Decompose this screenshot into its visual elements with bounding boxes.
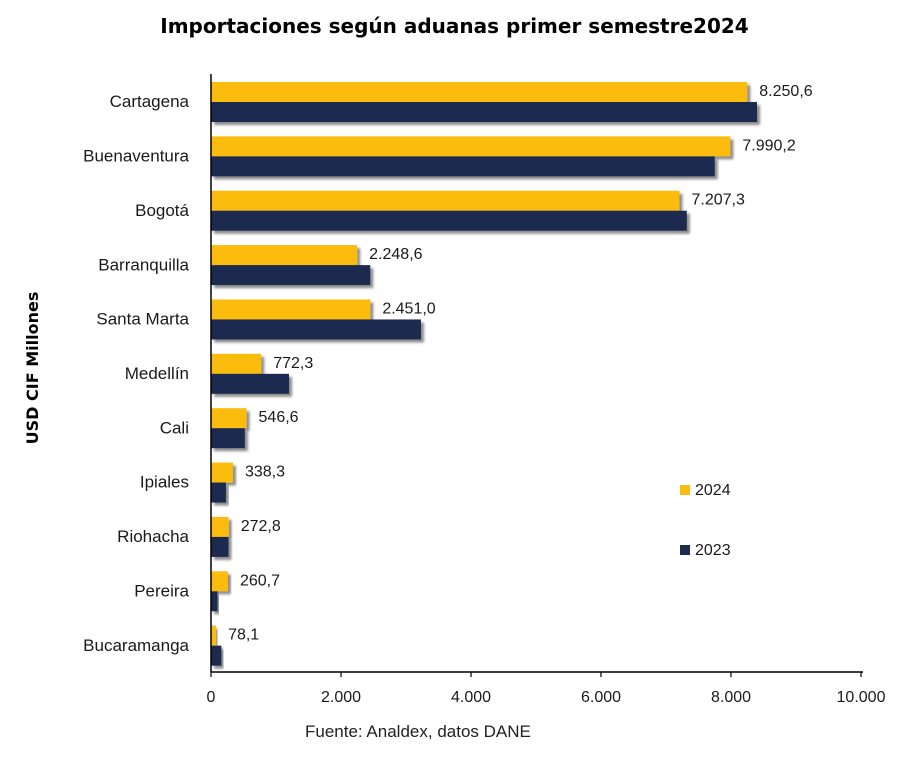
category-label: Cartagena (110, 92, 190, 111)
source-note: Fuente: Analdex, datos DANE (305, 722, 531, 741)
data-label-2024: 78,1 (228, 627, 259, 644)
bar-2024-buenaventura (211, 136, 731, 157)
bar-2024-bogotá (211, 190, 680, 211)
y-axis-label: USD CIF Millones (23, 292, 42, 445)
data-label-2024: 2.248,6 (369, 246, 422, 263)
category-label: Buenaventura (83, 147, 189, 166)
bar-2023-bogotá (211, 210, 687, 231)
data-label-2024: 8.250,6 (759, 83, 812, 100)
x-tick-label: 4.000 (451, 689, 491, 706)
data-label-2024: 2.451,0 (382, 300, 435, 317)
bar-2023-cali (211, 428, 245, 449)
bar-2023-riohacha (211, 536, 229, 557)
category-label: Bogotá (135, 201, 189, 220)
bar-2024-cartagena (211, 82, 748, 102)
x-tick-label: 2.000 (321, 689, 361, 706)
bar-2023-buenaventura (211, 156, 715, 177)
bar-2024-barranquilla (211, 245, 358, 266)
bar-2024-pereira (211, 571, 228, 592)
bar-2024-medellín (211, 353, 262, 374)
bars-group (211, 82, 757, 666)
category-label: Bucaramanga (83, 636, 189, 655)
chart-title: Importaciones según aduanas primer semes… (160, 14, 749, 38)
category-label: Ipiales (140, 473, 189, 492)
legend-group: 2024 2023 (680, 482, 731, 559)
bar-2023-santa-marta (211, 319, 421, 340)
bar-2023-cartagena (211, 102, 757, 122)
category-label: Cali (160, 418, 189, 437)
bar-2024-ipiales (211, 462, 233, 483)
bar-2024-cali (211, 408, 247, 429)
bar-2024-bucaramanga (211, 625, 217, 646)
legend-swatch-2024 (680, 485, 690, 495)
category-label: Riohacha (117, 527, 189, 546)
legend-label-2023: 2023 (695, 542, 731, 559)
x-tick-label: 10.000 (837, 689, 886, 706)
category-label: Pereira (134, 581, 189, 600)
data-label-2024: 546,6 (259, 409, 299, 426)
bar-2023-ipiales (211, 482, 226, 503)
bar-2023-barranquilla (211, 265, 371, 286)
axes-group: 0 2.000 4.000 6.000 8.000 10.000 (207, 74, 886, 706)
data-label-2024: 7.990,2 (742, 137, 795, 154)
bar-2023-bucaramanga (211, 645, 222, 666)
bar-2024-riohacha (211, 516, 229, 537)
legend-label-2024: 2024 (695, 482, 731, 499)
labels-group: Cartagena 8.250,6 Buenaventura 7.990,2 Bogot… (83, 83, 813, 655)
x-tick-label: 0 (207, 689, 216, 706)
bar-2024-santa-marta (211, 299, 371, 320)
category-label: Barranquilla (98, 255, 189, 274)
data-label-2024: 272,8 (241, 518, 281, 535)
data-label-2024: 338,3 (245, 464, 285, 481)
legend-swatch-2023 (680, 545, 690, 555)
x-tick-label: 6.000 (581, 689, 621, 706)
data-label-2024: 772,3 (273, 355, 313, 372)
category-label: Santa Marta (96, 310, 189, 329)
data-label-2024: 260,7 (240, 572, 280, 589)
data-label-2024: 7.207,3 (691, 192, 744, 209)
category-label: Medellín (125, 364, 189, 383)
bar-2023-pereira (211, 591, 218, 612)
bar-2023-medellín (211, 373, 289, 394)
x-tick-label: 8.000 (711, 689, 751, 706)
